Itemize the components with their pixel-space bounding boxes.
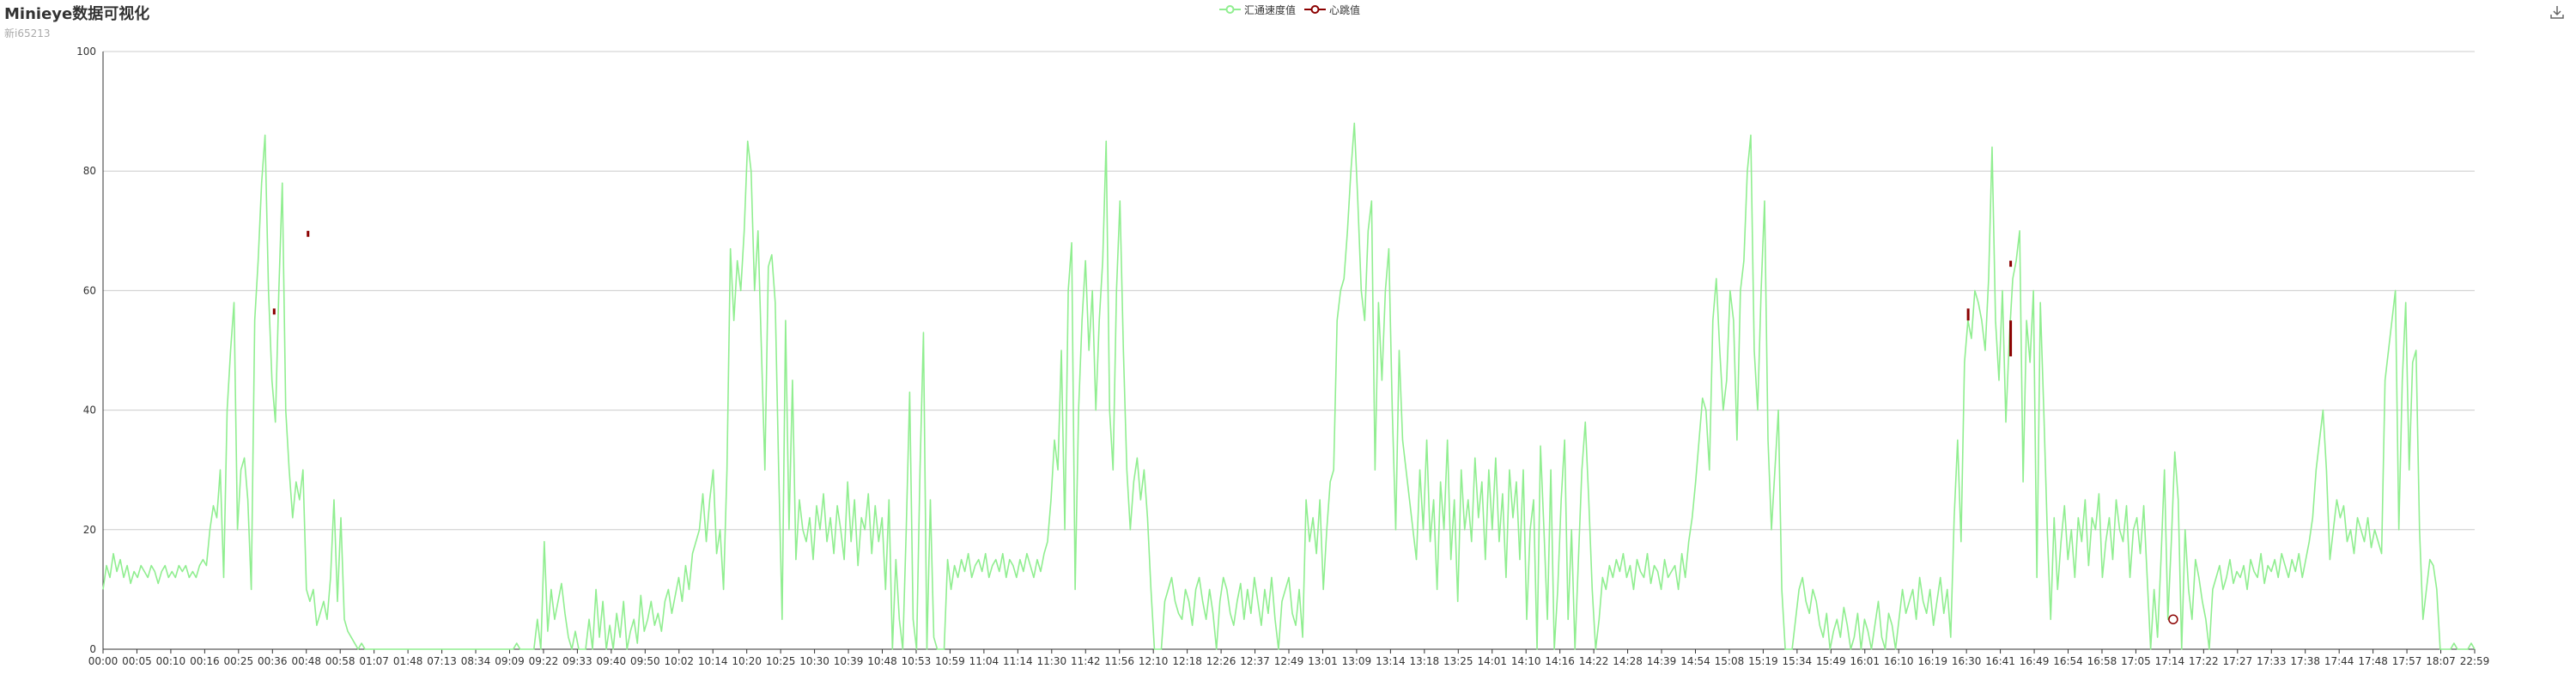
x-tick-label: 12:37 (1240, 655, 1270, 667)
y-tick-label: 100 (76, 46, 96, 58)
x-tick-label: 14:22 (1579, 655, 1609, 667)
x-tick-label: 10:20 (732, 655, 762, 667)
x-tick-label: 12:10 (1139, 655, 1169, 667)
x-tick-label: 17:38 (2290, 655, 2320, 667)
chart-title: Minieye数据可视化 (4, 5, 150, 23)
x-tick-label: 15:49 (1816, 655, 1846, 667)
heartbeat-candle (272, 308, 276, 315)
chart-subtitle: 新i65213 (4, 27, 51, 40)
x-tick-label: 14:28 (1613, 655, 1643, 667)
x-tick-label: 09:33 (562, 655, 592, 667)
x-tick-label: 09:40 (597, 655, 627, 667)
x-tick-label: 17:27 (2223, 655, 2253, 667)
x-tick-label: 10:59 (935, 655, 965, 667)
series-line-speed (102, 122, 2476, 650)
x-tick-label: 16:41 (1985, 655, 2015, 667)
x-tick-label: 16:58 (2087, 655, 2117, 667)
legend-line-icon (1219, 5, 1241, 14)
axes: 0 20 40 60 80 100 00:00 00:05 00:10 00:16 00:25 00:… (76, 46, 2489, 667)
x-tick-label: 17:33 (2257, 655, 2287, 667)
x-tick-label: 11:56 (1104, 655, 1134, 667)
x-tick-label: 15:34 (1783, 655, 1813, 667)
x-tick-label: 17:14 (2155, 655, 2185, 667)
x-tick-label: 16:54 (2053, 655, 2083, 667)
heartbeat-candle (1966, 308, 1970, 321)
x-tick-label: 11:30 (1037, 655, 1067, 667)
download-icon[interactable] (2549, 3, 2566, 21)
x-tick-label: 17:05 (2121, 655, 2151, 667)
y-tick-label: 20 (83, 524, 96, 536)
x-tick-label: 10:02 (664, 655, 694, 667)
legend-item-speed[interactable]: 汇通速度值 (1219, 3, 1296, 17)
x-tick-label: 00:25 (224, 655, 254, 667)
x-tick-label: 17:22 (2189, 655, 2219, 667)
x-tick-label: 15:08 (1715, 655, 1745, 667)
x-tick-label: 09:50 (630, 655, 660, 667)
x-tick-label: 01:07 (359, 655, 389, 667)
heartbeat-candle (2009, 320, 2013, 356)
x-tick-label: 16:10 (1884, 655, 1914, 667)
x-tick-label: 12:18 (1172, 655, 1202, 667)
x-tick-label: 13:09 (1342, 655, 1372, 667)
x-tick-label: 13:14 (1376, 655, 1406, 667)
x-tick-label: 10:39 (834, 655, 864, 667)
series (102, 122, 2476, 650)
x-tick-label: 10:30 (799, 655, 829, 667)
x-tick-label: 09:09 (495, 655, 525, 667)
x-tick-label: 22:59 (2460, 655, 2490, 667)
y-tick-label: 0 (89, 643, 96, 655)
x-tick-label: 00:10 (156, 655, 186, 667)
x-tick-label: 11:42 (1071, 655, 1101, 667)
x-tick-label: 16:01 (1850, 655, 1880, 667)
x-tick-label: 16:19 (1917, 655, 1947, 667)
legend-label-speed: 汇通速度值 (1244, 3, 1297, 16)
y-tick-label: 80 (83, 165, 96, 177)
x-tick-label: 12:26 (1206, 655, 1236, 667)
heartbeat-marker[interactable] (2168, 614, 2178, 624)
x-tick-label: 13:25 (1443, 655, 1473, 667)
x-tick-label: 10:25 (766, 655, 796, 667)
x-tick-label: 01:48 (393, 655, 423, 667)
y-tick-label: 40 (83, 404, 96, 416)
x-tick-label: 15:19 (1748, 655, 1778, 667)
x-tick-label: 10:53 (902, 655, 932, 667)
x-tick-label: 08:34 (461, 655, 491, 667)
x-tick-label: 18:07 (2426, 655, 2456, 667)
x-tick-label: 00:00 (88, 655, 118, 667)
x-tick-label: 17:44 (2324, 655, 2354, 667)
heartbeat-candle (2009, 260, 2013, 267)
heartbeat-candle (307, 230, 310, 237)
x-tick-label: 00:58 (325, 655, 355, 667)
x-tick-label: 11:04 (969, 655, 999, 667)
x-tick-label: 17:48 (2358, 655, 2388, 667)
x-tick-label: 16:30 (1952, 655, 1982, 667)
x-tick-label: 14:39 (1647, 655, 1677, 667)
x-tick-label: 07:13 (427, 655, 457, 667)
x-tick-label: 12:49 (1274, 655, 1304, 667)
x-tick-label: 10:48 (867, 655, 897, 667)
x-tick-label: 13:01 (1308, 655, 1338, 667)
x-tick-label: 00:48 (291, 655, 321, 667)
x-tick-label: 14:10 (1511, 655, 1541, 667)
grid (103, 51, 2475, 650)
x-tick-label: 11:14 (1003, 655, 1033, 667)
legend-label-heartbeat: 心跳值 (1329, 3, 1361, 16)
legend: 汇通速度值 心跳值 (1219, 2, 1369, 17)
x-tick-label: 13:18 (1410, 655, 1440, 667)
x-tick-label: 00:05 (122, 655, 152, 667)
x-tick-label: 16:49 (2020, 655, 2050, 667)
x-tick-label: 14:54 (1680, 655, 1710, 667)
y-tick-label: 60 (83, 284, 96, 296)
x-tick-label: 00:36 (258, 655, 288, 667)
legend-item-heartbeat[interactable]: 心跳值 (1304, 3, 1360, 17)
legend-line-icon (1304, 5, 1327, 14)
x-tick-label: 10:14 (698, 655, 728, 667)
x-tick-label: 09:22 (529, 655, 559, 667)
x-tick-label: 17:57 (2392, 655, 2422, 667)
x-tick-label: 00:16 (190, 655, 220, 667)
x-tick-label: 14:16 (1545, 655, 1575, 667)
x-tick-label: 14:01 (1477, 655, 1507, 667)
